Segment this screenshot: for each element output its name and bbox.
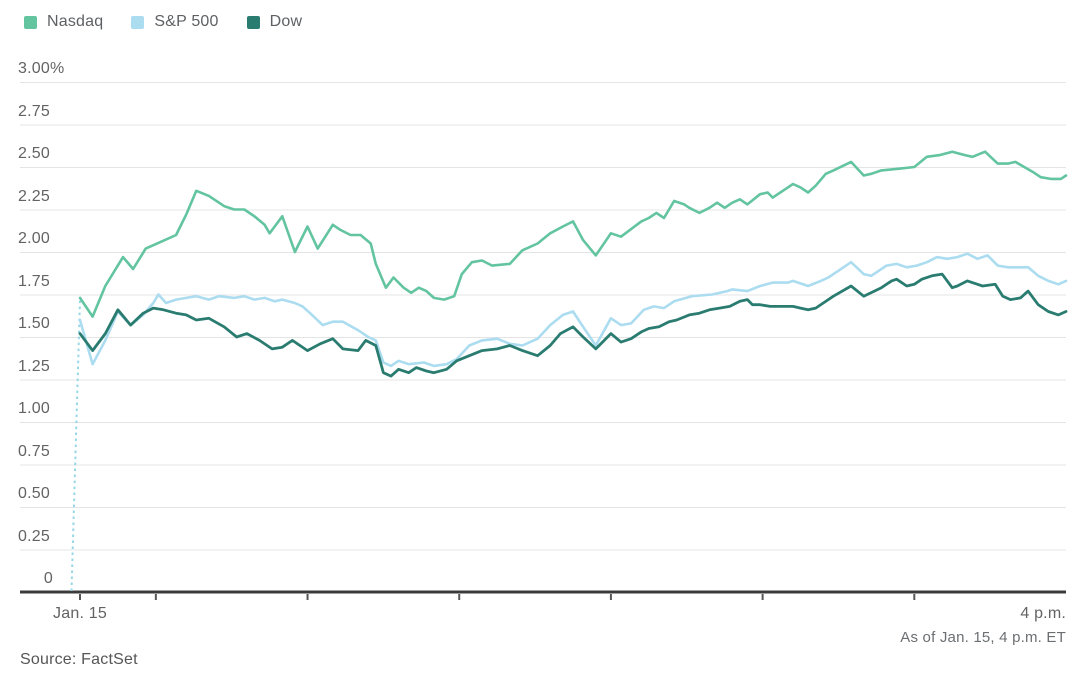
y-tick-label: 1.25 [18, 357, 50, 375]
x-axis-label-close: 4 p.m. [1020, 605, 1066, 622]
as-of-note: As of Jan. 15, 4 p.m. ET [900, 629, 1066, 646]
legend-item-nasdaq: Nasdaq [24, 13, 103, 31]
y-tick-label: 1.75 [18, 272, 50, 290]
dow-swatch-icon [246, 15, 260, 29]
y-tick-label: 2.00 [18, 230, 50, 247]
legend-label: Dow [269, 13, 303, 30]
y-tick-label: 3.00% [18, 60, 65, 77]
y-tick-label: 2.25 [18, 187, 50, 205]
y-tick-label: 0.25 [18, 527, 50, 545]
y-tick-label: 0 [43, 570, 53, 587]
legend-item-dow: Dow [246, 13, 303, 31]
y-tick-label: 2.50 [18, 145, 50, 162]
legend-label: Nasdaq [47, 13, 104, 30]
nasdaq-swatch-icon [24, 15, 37, 29]
y-tick-label: 1.50 [18, 315, 50, 332]
x-axis-label-open: Jan. 15 [53, 605, 107, 622]
sp500-swatch-icon [131, 15, 145, 29]
source-label: Source: FactSet [20, 651, 138, 668]
legend-item-sp500: S&P 500 [131, 13, 218, 31]
y-tick-label: 2.75 [18, 102, 50, 120]
legend: Nasdaq S&P 500 Dow [24, 13, 302, 31]
legend-label: S&P 500 [154, 13, 219, 30]
y-tick-label: 0.50 [18, 485, 50, 502]
y-tick-label: 0.75 [18, 442, 50, 460]
y-tick-label: 1.00 [18, 400, 50, 417]
